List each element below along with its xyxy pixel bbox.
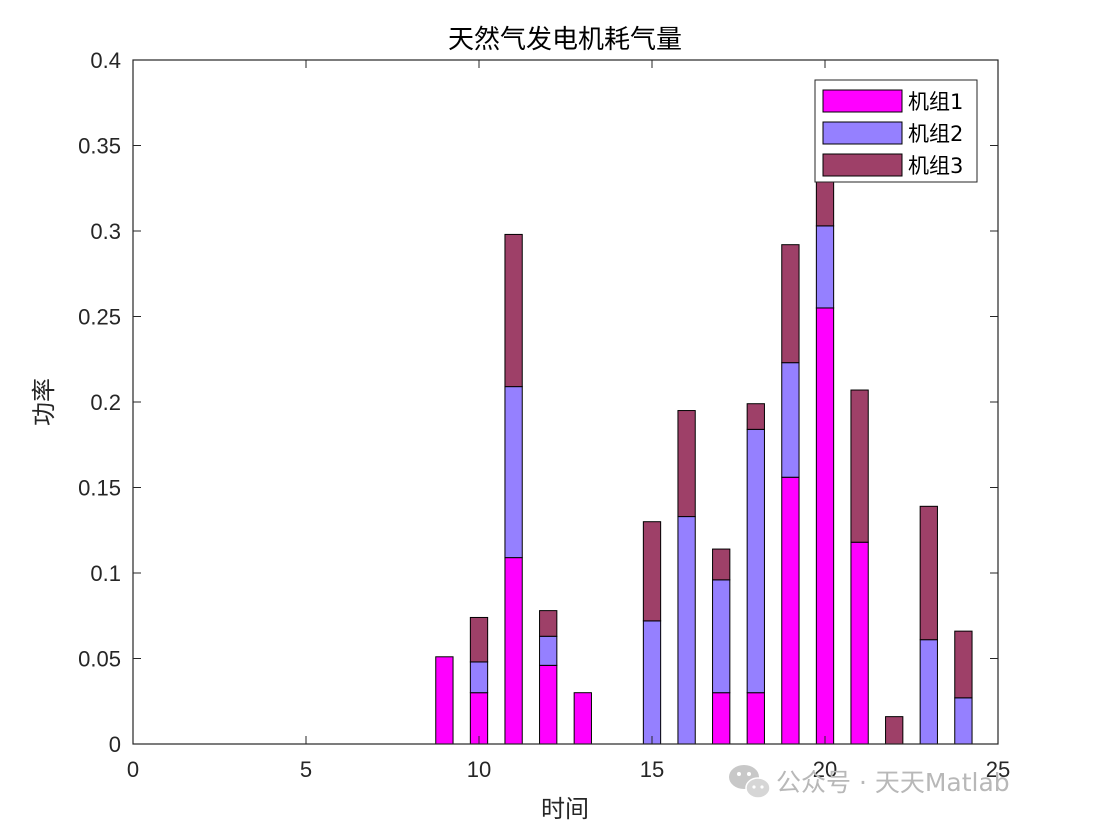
- bar-series3-x19: [781, 244, 800, 364]
- y-tick-label: 0.05: [78, 647, 121, 672]
- bar-series2-x10: [469, 661, 489, 694]
- plot-area: 0 5 10 15 20 25 0 0.05 0.1 0.15 0.2 0.25 0.3 0.35 0.4: [78, 48, 1010, 782]
- bar-series2-x12: [539, 635, 558, 666]
- x-tick-label: 0: [127, 757, 139, 782]
- bar-series3-x10: [469, 616, 489, 663]
- bar-series1-x19: [781, 476, 800, 745]
- bar-series2-x23: [919, 639, 938, 745]
- y-tick-label: 0.3: [90, 219, 121, 244]
- bar-series1-x18: [746, 692, 765, 745]
- x-tick-label: 20: [813, 757, 837, 782]
- bar-series1-x17: [712, 692, 731, 745]
- legend-swatch-1: [822, 89, 903, 113]
- x-tick-label: 5: [300, 757, 312, 782]
- bar-series1-x13: [573, 692, 592, 745]
- bar-series1-x20: [815, 307, 835, 745]
- y-tick-label: 0.2: [90, 390, 121, 415]
- bar-series3-x21: [850, 389, 869, 543]
- y-tick-label: 0.4: [90, 48, 121, 73]
- x-tick-label: 25: [986, 757, 1010, 782]
- bar-series2-x16: [677, 516, 696, 745]
- bar-series3-x12: [539, 610, 558, 637]
- bar-series2-x18: [746, 428, 765, 694]
- wechat-icon: [729, 765, 771, 799]
- x-axis-label: 时间: [541, 795, 589, 823]
- bar-series1-x9: [435, 656, 454, 745]
- legend-swatch-2: [822, 121, 903, 145]
- x-tick-label: 15: [640, 757, 664, 782]
- chart-title: 天然气发电机耗气量: [448, 25, 682, 55]
- bar-series2-x17: [712, 579, 731, 694]
- y-tick-label: 0.35: [78, 134, 121, 159]
- legend-label-3: 机组3: [908, 154, 963, 178]
- y-tick-label: 0.25: [78, 305, 121, 330]
- bar-series3-x24: [954, 630, 973, 699]
- bar-series3-x22: [885, 716, 904, 745]
- watermark-text: 公众号 · 天天Matlab: [776, 768, 1010, 797]
- y-tick-label: 0.15: [78, 476, 121, 501]
- bar-series1-x12: [539, 664, 558, 745]
- y-tick-label: 0: [109, 732, 121, 757]
- bar-series2-x19: [781, 362, 800, 478]
- y-axis-label: 功率: [30, 378, 58, 426]
- bar-series2-x11: [504, 386, 523, 559]
- bar-series3-x18: [746, 403, 765, 430]
- bar-series3-x15: [642, 521, 662, 622]
- legend-swatch-3: [822, 153, 903, 177]
- bar-series2-x20: [815, 225, 835, 309]
- bar-series3-x23: [919, 505, 938, 641]
- bar-series1-x21: [850, 541, 869, 745]
- legend-label-1: 机组1: [908, 90, 963, 114]
- bar-series1-x11: [504, 557, 523, 745]
- watermark: 公众号 · 天天Matlab: [729, 765, 1010, 799]
- legend-label-2: 机组2: [908, 122, 963, 146]
- bar-series2-x24: [954, 697, 973, 745]
- bar-series3-x16: [677, 410, 696, 518]
- y-tick-label: 0.1: [90, 561, 121, 586]
- legend: 机组1 机组2 机组3: [814, 79, 978, 183]
- bar-series2-x15: [642, 620, 662, 745]
- x-tick-label: 10: [467, 757, 491, 782]
- bar-series3-x17: [712, 548, 731, 581]
- bar-series3-x11: [504, 233, 523, 388]
